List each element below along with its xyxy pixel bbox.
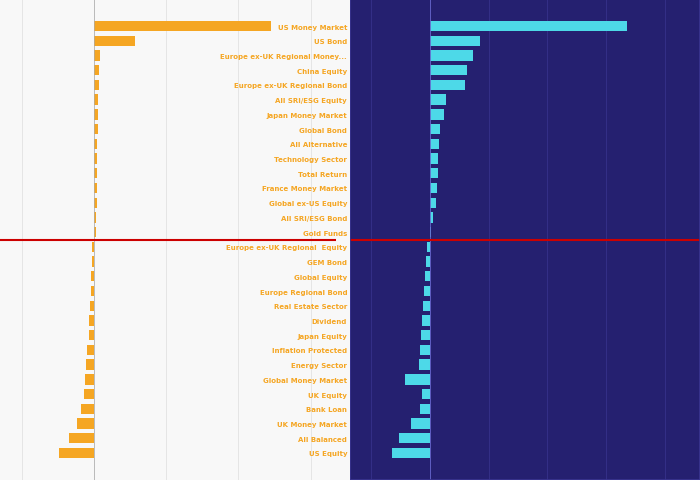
- Bar: [94, 66, 99, 76]
- Bar: [81, 404, 94, 414]
- Bar: [94, 169, 97, 179]
- Bar: [430, 169, 438, 179]
- Bar: [92, 257, 94, 267]
- Bar: [399, 433, 430, 444]
- Bar: [430, 125, 440, 135]
- Bar: [84, 389, 94, 399]
- Bar: [94, 139, 97, 150]
- Bar: [69, 433, 94, 444]
- Bar: [94, 81, 99, 91]
- Bar: [59, 448, 94, 458]
- Bar: [94, 51, 100, 61]
- Bar: [77, 419, 94, 429]
- Bar: [430, 81, 465, 91]
- Bar: [421, 404, 430, 414]
- Bar: [92, 272, 94, 282]
- Bar: [430, 198, 436, 208]
- Bar: [405, 374, 430, 384]
- Bar: [86, 360, 94, 370]
- Bar: [94, 22, 271, 32]
- Bar: [411, 419, 430, 429]
- Bar: [422, 389, 430, 399]
- Bar: [94, 183, 97, 194]
- Bar: [91, 286, 94, 297]
- Bar: [430, 22, 627, 32]
- Bar: [426, 257, 430, 267]
- Bar: [94, 198, 97, 208]
- Bar: [85, 374, 94, 384]
- Bar: [421, 330, 430, 341]
- Bar: [423, 301, 430, 311]
- Bar: [424, 286, 430, 297]
- Bar: [94, 154, 97, 164]
- Bar: [430, 66, 468, 76]
- Bar: [94, 110, 98, 120]
- Bar: [90, 301, 94, 311]
- Bar: [430, 183, 437, 194]
- Bar: [420, 345, 430, 355]
- Bar: [430, 228, 431, 238]
- Bar: [392, 448, 430, 458]
- Bar: [94, 36, 136, 47]
- Bar: [430, 51, 473, 61]
- Bar: [430, 36, 480, 47]
- Bar: [425, 272, 430, 282]
- Bar: [94, 125, 97, 135]
- Bar: [92, 242, 94, 252]
- Bar: [94, 213, 97, 223]
- Bar: [422, 316, 430, 326]
- Bar: [94, 228, 96, 238]
- Bar: [419, 360, 430, 370]
- Bar: [88, 345, 94, 355]
- Bar: [94, 96, 98, 106]
- Bar: [427, 242, 430, 252]
- Bar: [430, 213, 433, 223]
- Bar: [88, 330, 94, 341]
- Bar: [430, 139, 440, 150]
- Bar: [89, 316, 94, 326]
- Bar: [430, 96, 447, 106]
- Bar: [430, 154, 438, 164]
- Bar: [430, 110, 444, 120]
